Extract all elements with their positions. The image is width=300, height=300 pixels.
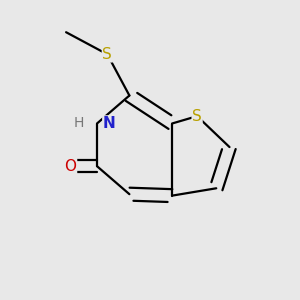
Text: S: S [192, 109, 202, 124]
Text: H: H [74, 116, 84, 130]
Text: S: S [102, 47, 112, 62]
Text: O: O [64, 159, 76, 174]
Text: N: N [103, 116, 116, 131]
